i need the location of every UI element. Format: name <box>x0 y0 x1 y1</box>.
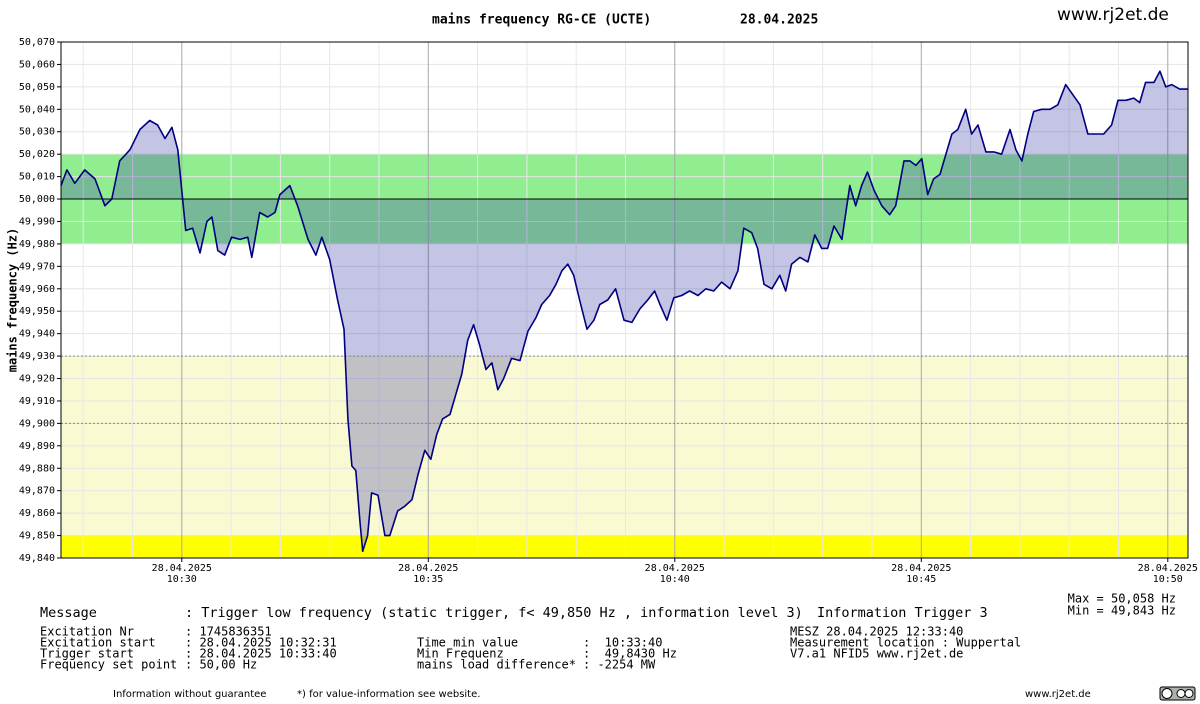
info-value: : 49,8430 Hz <box>583 647 677 661</box>
max-annotation: Max = 50,058 Hz <box>1068 592 1176 606</box>
y-tick-label: 49,900 <box>19 418 55 429</box>
plot-area <box>60 41 1189 559</box>
footer-link: www.rj2et.de <box>1025 689 1091 700</box>
y-tick-label: 49,850 <box>19 531 55 542</box>
info-label: Frequency set point <box>40 658 177 672</box>
y-tick-label: 50,050 <box>19 82 55 93</box>
y-tick-label: 49,870 <box>19 486 55 497</box>
y-tick-label: 50,040 <box>19 104 55 115</box>
y-tick-label: 50,000 <box>19 194 55 205</box>
info-label: Excitation Nr <box>40 625 134 639</box>
y-tick-label: 49,980 <box>19 239 55 250</box>
y-axis-label: mains frequency (Hz) <box>6 228 20 373</box>
y-tick-label: 49,940 <box>19 329 55 340</box>
info-text: V7.a1 NFID5 www.rj2et.de <box>790 647 963 661</box>
info-label: mains load difference* <box>417 658 576 672</box>
info-value: : -2254 MW <box>583 658 656 672</box>
y-tick-label: 49,840 <box>19 553 55 564</box>
x-tick-label: 28.04.2025 10:50 <box>1138 563 1198 585</box>
info-label: Time min value <box>417 636 518 650</box>
y-tick-label: 49,950 <box>19 306 55 317</box>
y-tick-label: 49,890 <box>19 441 55 452</box>
y-tick-label: 49,910 <box>19 396 55 407</box>
reference-band <box>61 535 1188 558</box>
x-tick-label: 28.04.2025 10:35 <box>398 563 458 585</box>
chart-title: mains frequency RG-CE (UCTE) <box>432 13 651 28</box>
x-tick-label: 28.04.2025 10:30 <box>152 563 212 585</box>
y-tick-label: 49,880 <box>19 463 55 474</box>
info-value: : 1745836351 <box>185 625 272 639</box>
y-tick-label: 49,930 <box>19 351 55 362</box>
plot-frame <box>60 41 1189 559</box>
info-value: : 28.04.2025 10:32:31 <box>185 636 337 650</box>
message: : Trigger low frequency (static trigger,… <box>185 605 803 621</box>
y-tick-label: 50,010 <box>19 172 55 183</box>
message-label: Message <box>40 605 97 621</box>
frequency-line <box>60 70 1188 553</box>
y-tick-label: 50,060 <box>19 59 55 70</box>
info-label: Trigger start <box>40 647 134 661</box>
info-value: : 28.04.2025 10:33:40 <box>185 647 337 661</box>
trigger-info: Information Trigger 3 <box>817 605 988 621</box>
license-icon <box>1159 686 1196 701</box>
y-tick-label: 50,070 <box>19 37 55 48</box>
footer-note: *) for value-information see website. <box>297 689 480 700</box>
y-tick-label: 49,960 <box>19 284 55 295</box>
y-tick-label: 50,020 <box>19 149 55 160</box>
min-annotation: Min = 49,843 Hz <box>1068 604 1176 618</box>
chart-subtitle: 28.04.2025 <box>740 13 818 28</box>
x-tick-label: 28.04.2025 10:40 <box>645 563 705 585</box>
y-tick-label: 50,030 <box>19 127 55 138</box>
y-tick-label: 49,920 <box>19 374 55 385</box>
area-fill <box>61 71 1188 552</box>
info-text: Measurement location : Wuppertal <box>790 636 1021 650</box>
footer-note: Information without guarantee <box>113 689 266 700</box>
x-tick-label: 28.04.2025 10:45 <box>891 563 951 585</box>
site-link: www.rj2et.de <box>1057 5 1169 25</box>
info-text: MESZ 28.04.2025 12:33:40 <box>790 625 963 639</box>
info-label: Min Frequenz <box>417 647 504 661</box>
y-tick-label: 49,990 <box>19 216 55 227</box>
info-value: : 10:33:40 <box>583 636 662 650</box>
info-value: : 50,00 Hz <box>185 658 257 672</box>
y-tick-label: 49,860 <box>19 508 55 519</box>
info-label: Excitation start <box>40 636 156 650</box>
y-tick-label: 49,970 <box>19 261 55 272</box>
